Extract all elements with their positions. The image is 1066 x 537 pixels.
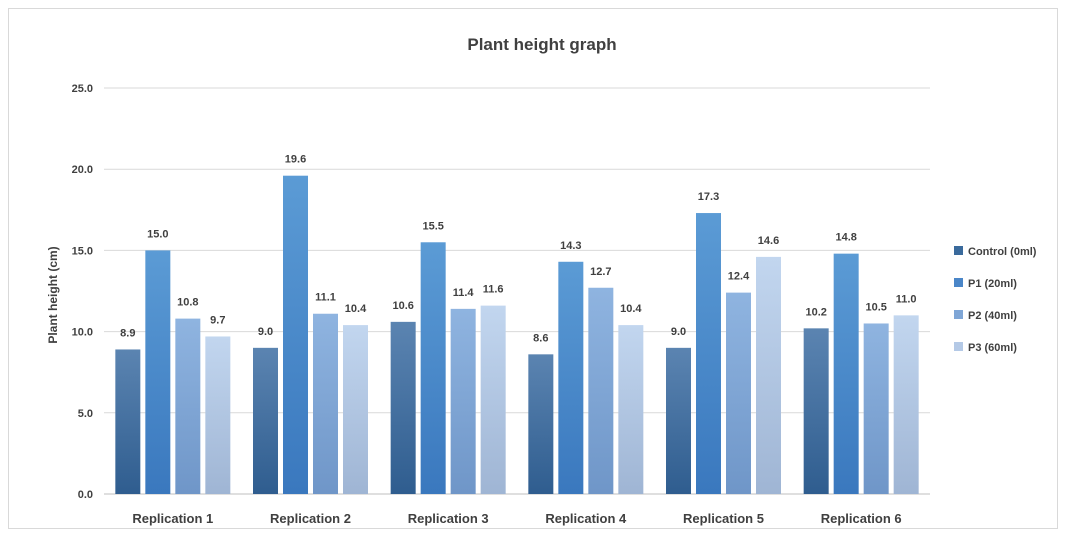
data-label: 9.0 xyxy=(671,326,686,338)
bar xyxy=(893,315,919,494)
data-label: 10.2 xyxy=(805,306,826,318)
legend-label: Control (0ml) xyxy=(968,246,1037,258)
category-label: Replication 5 xyxy=(683,511,764,526)
bar xyxy=(803,328,829,494)
data-label: 9.7 xyxy=(210,314,225,326)
chart-title: Plant height graph xyxy=(467,35,616,54)
legend-swatch xyxy=(954,278,963,287)
category-labels: Replication 1 Replication 2 Replication 3 R… xyxy=(132,511,901,526)
bar xyxy=(833,253,859,494)
bar xyxy=(666,347,691,494)
data-labels: 8.9 15.0 10.8 9.7 9.0 19.6 11.1 10.4 10.6 15.5 11.… xyxy=(120,154,916,345)
bar xyxy=(450,308,476,494)
y-tick-labels: 0.0 5.0 10.0 15.0 20.0 25.0 xyxy=(72,83,93,501)
legend-swatch xyxy=(954,246,963,255)
data-label: 15.5 xyxy=(422,220,443,232)
bar xyxy=(726,292,751,494)
bar xyxy=(390,321,416,494)
data-label: 8.6 xyxy=(533,332,548,344)
bar xyxy=(175,318,201,494)
data-label: 11.0 xyxy=(896,293,917,305)
bar xyxy=(253,347,278,494)
data-label: 11.1 xyxy=(315,292,336,304)
bar xyxy=(863,323,889,494)
bar xyxy=(115,349,141,494)
bar xyxy=(145,250,171,494)
data-label: 12.4 xyxy=(728,271,750,283)
bar xyxy=(558,261,584,494)
data-label: 11.6 xyxy=(483,284,504,296)
bars xyxy=(115,175,919,495)
legend: Control (0ml) P1 (20ml) P2 (40ml) P3 (60ml) xyxy=(954,246,1037,354)
legend-swatch xyxy=(954,342,963,351)
data-label: 10.6 xyxy=(392,300,413,312)
y-axis-label: Plant height (cm) xyxy=(46,246,60,343)
legend-label: P1 (20ml) xyxy=(968,278,1017,290)
bar xyxy=(696,213,721,494)
bar xyxy=(756,256,781,494)
data-label: 12.7 xyxy=(590,266,611,278)
data-label: 10.5 xyxy=(865,301,886,313)
bar xyxy=(343,325,368,494)
bar xyxy=(205,336,231,494)
category-label: Replication 4 xyxy=(545,511,627,526)
data-label: 14.8 xyxy=(835,232,856,244)
data-label: 15.0 xyxy=(147,228,168,240)
data-label: 17.3 xyxy=(698,191,719,203)
category-label: Replication 6 xyxy=(821,511,902,526)
data-label: 19.6 xyxy=(285,154,306,166)
data-label: 10.8 xyxy=(177,297,198,309)
data-label: 8.9 xyxy=(120,327,135,339)
bar xyxy=(588,287,614,494)
bar xyxy=(283,175,308,495)
data-label: 11.4 xyxy=(453,287,475,299)
legend-label: P3 (60ml) xyxy=(968,342,1017,354)
bar xyxy=(313,313,338,494)
bar xyxy=(528,354,554,494)
y-tick-label: 25.0 xyxy=(72,83,93,95)
data-label: 10.4 xyxy=(620,303,642,315)
bar xyxy=(420,242,446,494)
category-label: Replication 2 xyxy=(270,511,351,526)
category-label: Replication 1 xyxy=(132,511,213,526)
bar xyxy=(618,325,644,494)
data-label: 10.4 xyxy=(345,303,367,315)
y-tick-label: 20.0 xyxy=(72,164,93,176)
data-label: 9.0 xyxy=(258,326,273,338)
data-label: 14.3 xyxy=(560,240,581,252)
y-tick-label: 10.0 xyxy=(72,327,93,339)
gridlines xyxy=(104,87,930,495)
category-label: Replication 3 xyxy=(408,511,489,526)
y-tick-label: 15.0 xyxy=(72,245,93,257)
legend-label: P2 (40ml) xyxy=(968,310,1017,322)
data-label: 14.6 xyxy=(758,235,779,247)
bar xyxy=(480,305,506,494)
y-tick-label: 0.0 xyxy=(78,489,93,501)
legend-swatch xyxy=(954,310,963,319)
y-tick-label: 5.0 xyxy=(78,408,93,420)
